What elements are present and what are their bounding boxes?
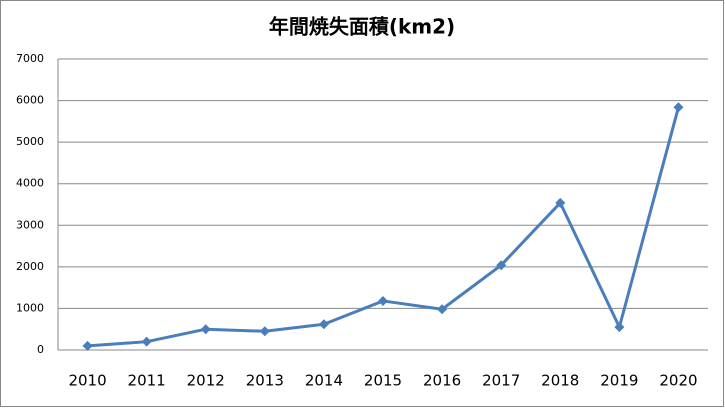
data-marker xyxy=(200,324,211,335)
chart-title: 年間焼失面積(km2) xyxy=(269,15,455,39)
x-tick-label: 2014 xyxy=(305,372,343,390)
x-tick-label: 2017 xyxy=(482,372,520,390)
y-tick-label: 4000 xyxy=(16,177,44,190)
x-tick-label: 2013 xyxy=(246,372,284,390)
y-tick-label: 7000 xyxy=(16,52,44,65)
y-tick-label: 6000 xyxy=(16,94,44,107)
y-tick-label: 1000 xyxy=(16,301,44,314)
x-tick-label: 2018 xyxy=(541,372,579,390)
data-marker xyxy=(141,336,152,347)
x-tick-label: 2019 xyxy=(600,372,638,390)
data-marker xyxy=(673,102,684,113)
data-marker xyxy=(496,260,507,271)
x-tick-label: 2011 xyxy=(128,372,166,390)
data-marker xyxy=(318,319,329,330)
y-tick-label: 5000 xyxy=(16,135,44,148)
y-tick-label: 3000 xyxy=(16,218,44,231)
data-marker xyxy=(259,326,270,337)
y-tick-label: 2000 xyxy=(16,260,44,273)
x-tick-label: 2016 xyxy=(423,372,461,390)
data-marker xyxy=(614,322,625,333)
data-marker xyxy=(82,340,93,351)
data-marker xyxy=(555,197,566,208)
x-tick-label: 2015 xyxy=(364,372,402,390)
x-tick-label: 2010 xyxy=(68,372,106,390)
x-tick-label: 2012 xyxy=(187,372,225,390)
data-marker xyxy=(437,304,448,315)
x-tick-label: 2020 xyxy=(659,372,697,390)
data-marker xyxy=(378,295,388,306)
y-tick-label: 0 xyxy=(37,343,44,356)
